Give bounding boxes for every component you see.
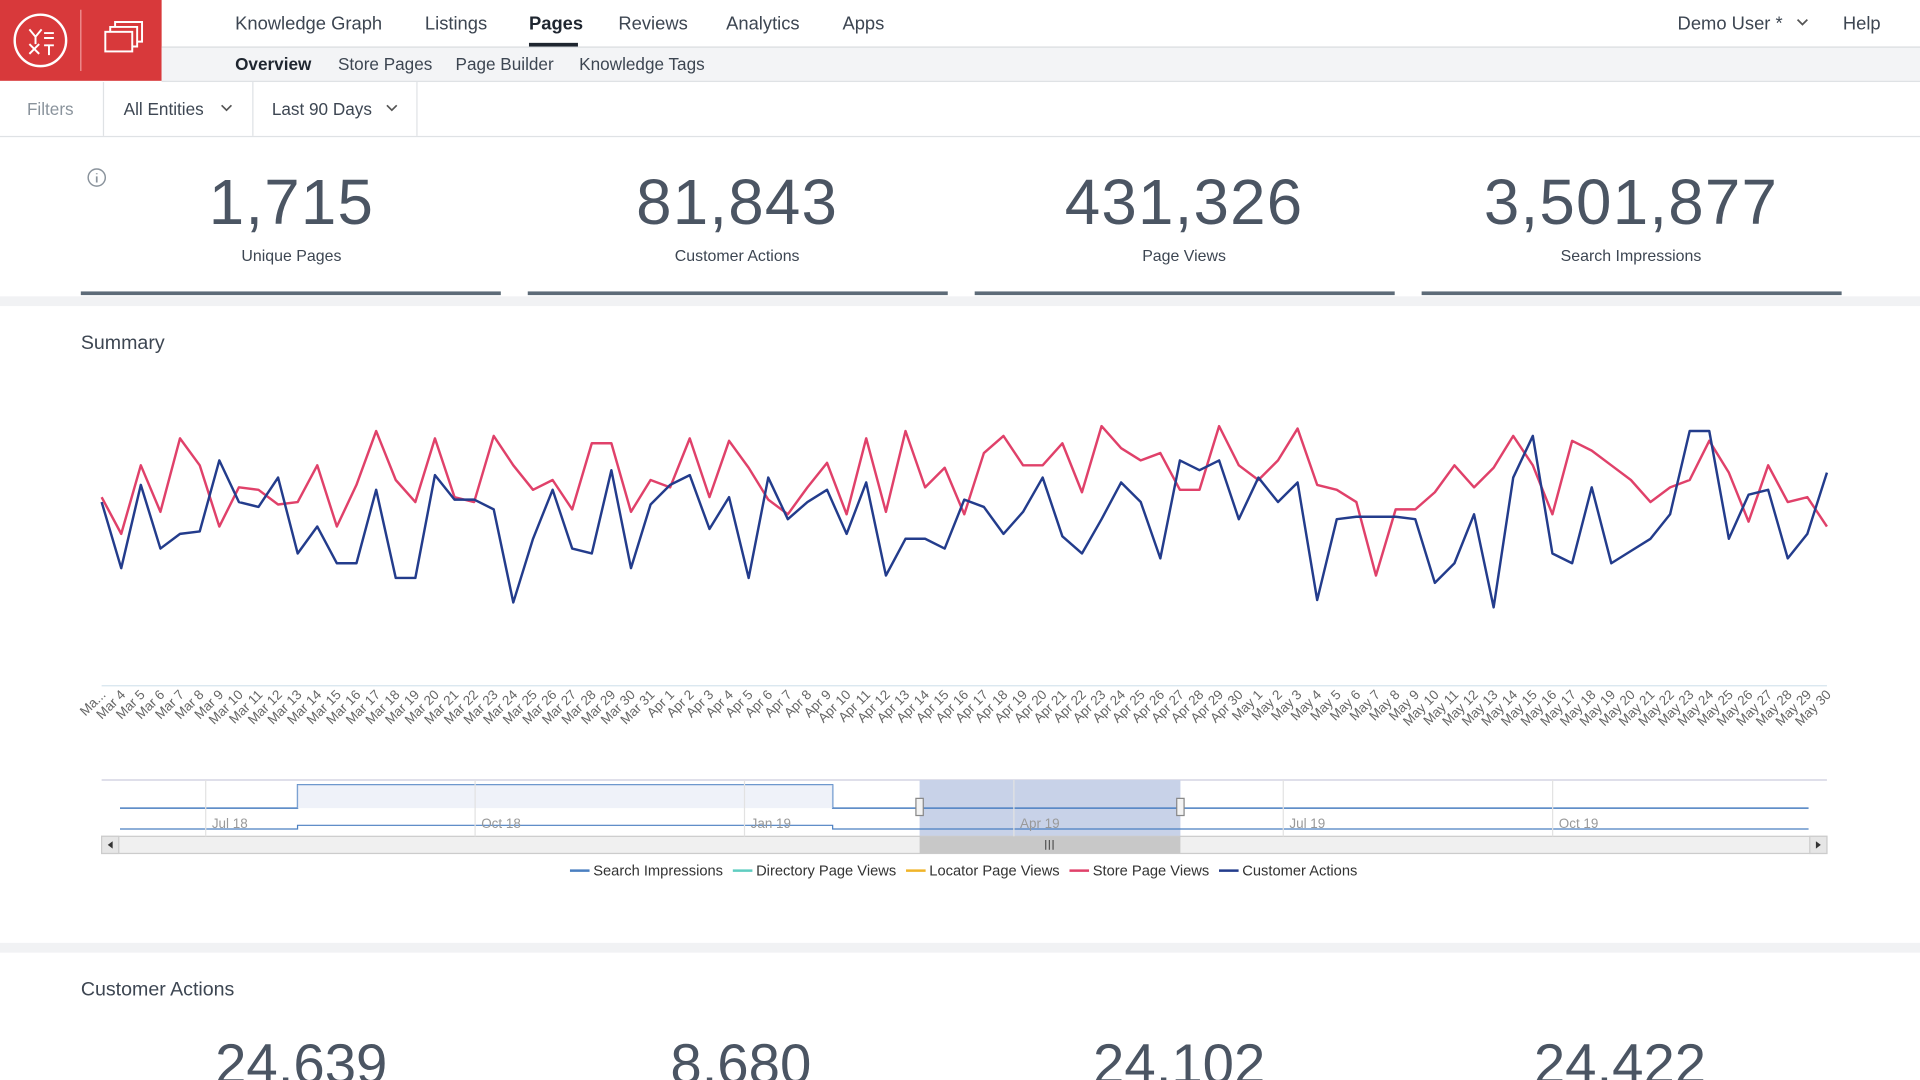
section-title: Customer Actions <box>80 979 235 1001</box>
action-value: 24,422 <box>1533 1032 1707 1080</box>
kpi-bar <box>974 291 1395 296</box>
kpi-label: Customer Actions <box>674 246 800 265</box>
filters-label: Filters <box>26 99 74 119</box>
kpi-bar <box>80 291 501 296</box>
filter-bar <box>0 82 1920 138</box>
navigator-label: Jan 19 <box>751 816 791 831</box>
navigator-area <box>297 784 833 809</box>
navigator-label: Oct 18 <box>481 816 521 831</box>
active-underline <box>528 42 578 47</box>
info-icon[interactable] <box>87 168 108 189</box>
divider <box>416 82 418 136</box>
section-title: Summary <box>80 333 165 354</box>
logo[interactable] <box>0 0 162 81</box>
navigator-label: Oct 19 <box>1559 816 1599 831</box>
arrow <box>107 841 113 849</box>
subnav-item[interactable]: Knowledge Tags <box>579 53 705 74</box>
nav-item[interactable]: Analytics <box>726 13 800 35</box>
subnav-item[interactable]: Page Builder <box>455 53 554 74</box>
sub-nav <box>161 47 1920 83</box>
kpi-bar <box>1421 291 1842 296</box>
section-separator <box>0 942 1920 953</box>
section-separator <box>0 296 1920 307</box>
navigator-label: Jul 18 <box>212 816 248 831</box>
action-value: 8,680 <box>670 1032 812 1080</box>
kpi-value: 3,501,877 <box>1483 167 1779 239</box>
chevron <box>386 104 398 112</box>
grip <box>1045 840 1054 850</box>
nav-item[interactable]: Reviews <box>618 13 688 35</box>
nav-item[interactable]: Listings <box>424 13 488 35</box>
kpi-value: 81,843 <box>636 167 839 239</box>
kpi-label: Page Views <box>1142 246 1226 265</box>
legend-label: Store Page Views <box>1093 864 1209 880</box>
subnav-item[interactable]: Store Pages <box>337 53 433 74</box>
logo-art <box>13 9 144 72</box>
entity-filter[interactable]: All Entities <box>123 99 204 119</box>
legend-label: Locator Page Views <box>929 864 1059 880</box>
action-value: 24,639 <box>215 1032 388 1080</box>
legend-label: Directory Page Views <box>756 864 896 880</box>
nav-item[interactable]: Pages <box>528 13 584 35</box>
top-nav <box>161 0 1920 48</box>
kpi-label: Unique Pages <box>241 246 342 265</box>
chevron <box>1796 18 1808 26</box>
arrow <box>1815 841 1821 849</box>
action-value: 24,102 <box>1093 1032 1266 1080</box>
navigator-handle[interactable] <box>915 797 924 817</box>
legend-label: Customer Actions <box>1242 864 1357 880</box>
kpi-value: 431,326 <box>1064 167 1304 239</box>
nav-item[interactable]: Apps <box>842 13 885 35</box>
navigator-handle[interactable] <box>1176 797 1185 817</box>
date-filter[interactable]: Last 90 Days <box>271 99 372 119</box>
series-line <box>100 429 1829 609</box>
nav-item[interactable]: Knowledge Graph <box>235 13 383 35</box>
user-menu[interactable]: Demo User * <box>1677 13 1783 35</box>
subnav-item[interactable]: Overview <box>235 53 312 74</box>
help-link[interactable]: Help <box>1842 13 1881 35</box>
kpi-bar <box>527 291 948 296</box>
kpi-value: 1,715 <box>208 167 375 239</box>
divider <box>102 82 105 136</box>
divider <box>252 82 254 136</box>
legend: Search Impressions Directory Page Views Lo… <box>569 864 1357 880</box>
legend-label: Search Impressions <box>593 864 723 880</box>
navigator-series <box>120 824 1809 830</box>
kpi-label: Search Impressions <box>1560 246 1702 265</box>
chevron <box>221 104 233 112</box>
navigator-label: Apr 19 <box>1020 816 1060 831</box>
navigator-label: Jul 19 <box>1289 816 1325 831</box>
